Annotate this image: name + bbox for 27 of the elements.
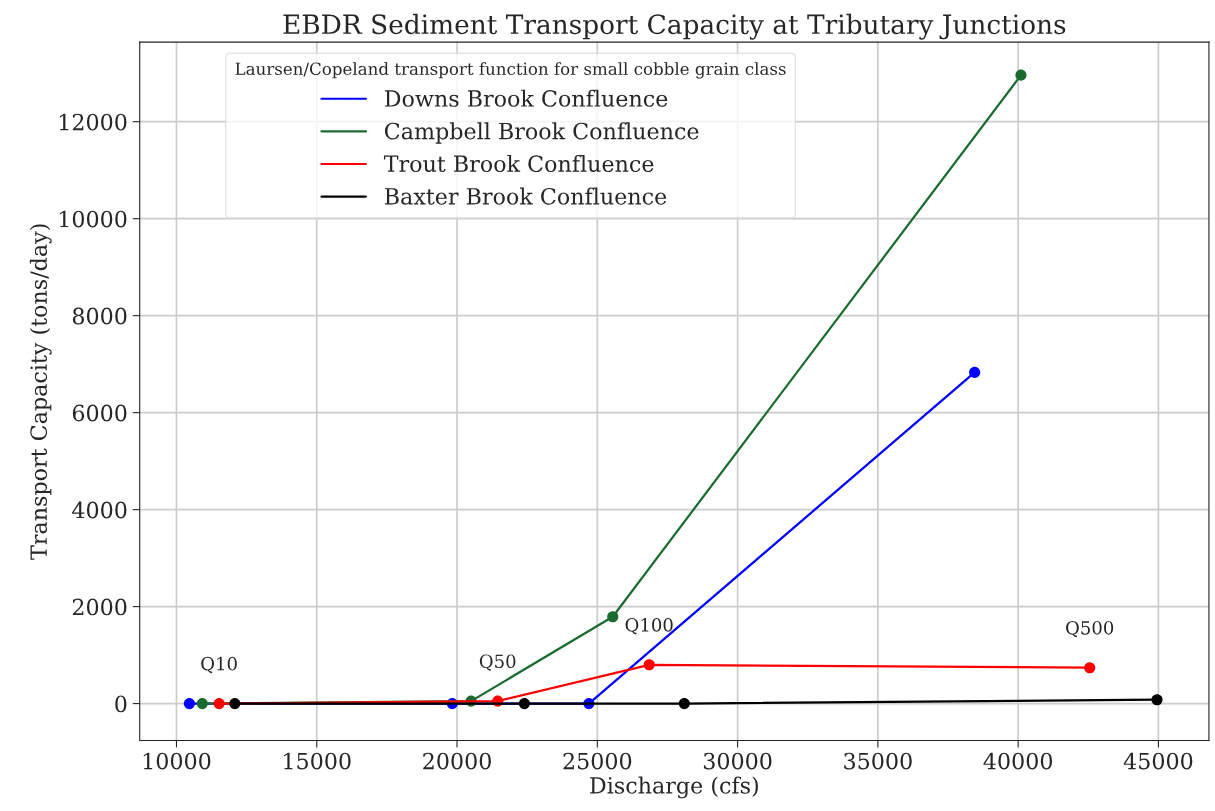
annotation: Q50 — [479, 654, 516, 671]
chart-title: EBDR Sediment Transport Capacity at Tributary Junctions — [283, 13, 1066, 40]
y-tick-label: 4000 — [72, 501, 127, 519]
y-tick-label: 0 — [115, 695, 127, 713]
y-tick-label: 12000 — [59, 113, 127, 131]
legend-label: Downs Brook Confluence — [384, 89, 668, 107]
x-tick-label: 25000 — [563, 752, 632, 770]
legend-label: Trout Brook Confluence — [383, 154, 654, 173]
x-tick-label: 15000 — [284, 752, 351, 770]
x-tick-label: 45000 — [1123, 752, 1193, 770]
annotation: Q10 — [201, 656, 237, 674]
y-tick-label: 10000 — [59, 210, 127, 228]
y-tick-label: 6000 — [72, 404, 127, 422]
x-tick-label: 20000 — [423, 752, 491, 770]
x-tick-label: 30000 — [703, 752, 772, 770]
y-tick-label: 8000 — [72, 307, 127, 325]
x-axis-title: Discharge (cfs) — [590, 776, 758, 799]
legend-title: Laursen/Copeland transport function for small cobble grain class — [235, 62, 786, 79]
annotation: Q500 — [1066, 620, 1114, 638]
legend-label: Campbell Brook Confluence — [384, 122, 699, 144]
annotation: Q100 — [625, 618, 673, 635]
x-tick-label: 35000 — [844, 752, 912, 770]
x-tick-label: 10000 — [143, 752, 211, 770]
x-tick-label: 40000 — [983, 752, 1053, 770]
y-tick-label: 2000 — [72, 598, 127, 616]
y-axis-title: Transport Capacity (tons/day) — [29, 224, 52, 560]
legend-label: Baxter Brook Confluence — [384, 187, 667, 205]
